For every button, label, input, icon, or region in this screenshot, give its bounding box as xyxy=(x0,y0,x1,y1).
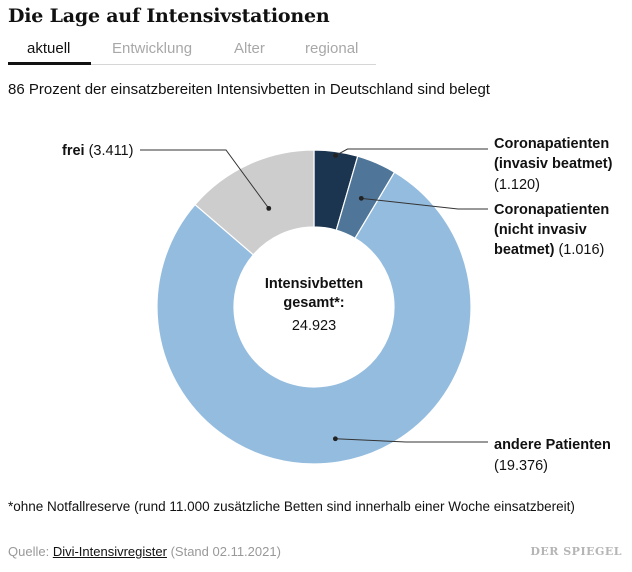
center-label-line2: gesamt*: xyxy=(283,295,344,311)
tab-bar: aktuell Entwicklung Alter regional xyxy=(8,36,376,65)
tab-alter[interactable]: Alter xyxy=(234,40,265,57)
slice-andere-patienten[interactable] xyxy=(156,171,472,465)
label-frei: frei (3.411) xyxy=(62,143,133,159)
tab-aktuell[interactable]: aktuell xyxy=(27,40,71,57)
leader-corona-invasiv xyxy=(335,148,488,156)
leader-frei-dot xyxy=(266,205,272,211)
center-total-value: 24.923 xyxy=(292,318,336,334)
active-tab-indicator xyxy=(8,62,91,65)
leader-andere-patienten-dot xyxy=(332,436,338,442)
label-andere-patienten-value: (19.376) xyxy=(494,458,548,474)
source-date: (Stand 02.11.2021) xyxy=(166,544,281,559)
source-link[interactable]: Divi-Intensivregister xyxy=(52,544,167,559)
donut-chart: Intensivbetten gesamt*: 24.923 frei (3.41… xyxy=(62,136,613,474)
label-corona-nicht-invasiv-line2: (nicht invasiv xyxy=(494,222,587,238)
source-line: Quelle: Divi-Intensivregister (Stand 02.… xyxy=(8,544,281,559)
label-corona-invasiv-value: (1.120) xyxy=(494,177,540,193)
label-corona-invasiv-line2: (invasiv beatmet) xyxy=(494,156,613,172)
leader-andere-patienten xyxy=(335,438,488,443)
tab-regional[interactable]: regional xyxy=(305,40,359,57)
source-prefix: Quelle: xyxy=(8,544,53,559)
leader-frei xyxy=(140,149,270,209)
chart-subtitle: 86 Prozent der einsatzbereiten Intensivb… xyxy=(8,81,490,98)
spiegel-logo: DER SPIEGEL xyxy=(530,545,622,558)
footnote: *ohne Notfallreserve (rund 11.000 zusätz… xyxy=(8,499,575,514)
center-label-line1: Intensivbetten xyxy=(265,276,363,292)
label-corona-nicht-invasiv-line1: Coronapatienten xyxy=(494,202,609,218)
slice-frei[interactable] xyxy=(194,149,315,256)
leader-corona-nicht-invasiv-dot xyxy=(358,195,364,201)
label-andere-patienten: andere Patienten xyxy=(494,437,611,453)
tab-entwicklung[interactable]: Entwicklung xyxy=(112,40,193,57)
label-corona-invasiv-line1: Coronapatienten xyxy=(494,136,609,152)
chart-title: Die Lage auf Intensivstationen xyxy=(8,5,330,27)
leader-corona-nicht-invasiv xyxy=(361,197,488,210)
label-corona-nicht-invasiv-line3: beatmet) (1.016) xyxy=(494,242,604,258)
leader-corona-invasiv-dot xyxy=(333,153,338,158)
